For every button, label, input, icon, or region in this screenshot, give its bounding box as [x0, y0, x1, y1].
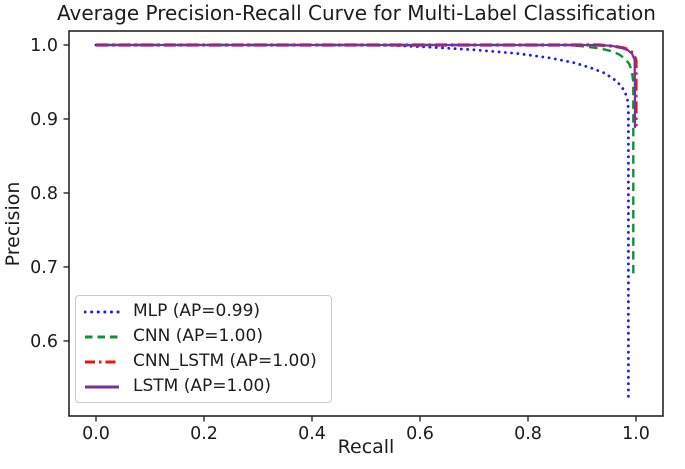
- mlp-line-icon: [84, 310, 120, 313]
- curve-lstm: [96, 43, 637, 128]
- y-tick-label: 0.9: [30, 110, 58, 130]
- chart-title: Average Precision-Recall Curve for Multi…: [57, 1, 656, 25]
- legend-label: MLP (AP=0.99): [133, 301, 261, 321]
- x-tick-label: 0.0: [82, 424, 110, 444]
- cnn-lstm-line-icon: [85, 360, 119, 363]
- legend-item-mlp: MLP (AP=0.99): [84, 299, 323, 324]
- x-tick-label: 0.4: [298, 424, 326, 444]
- cnn-line-icon: [85, 335, 119, 338]
- x-axis-label: Recall: [337, 436, 395, 458]
- legend-label: CNN (AP=1.00): [133, 326, 263, 346]
- x-tick-label: 1.0: [622, 424, 650, 444]
- y-tick-label: 0.8: [30, 184, 58, 204]
- legend-item-lstm: LSTM (AP=1.00): [84, 374, 323, 399]
- x-tick-label: 0.2: [190, 424, 218, 444]
- curve-cnn: [96, 43, 635, 278]
- y-axis-label: Precision: [2, 181, 24, 267]
- legend-label: LSTM (AP=1.00): [133, 376, 271, 396]
- legend-item-cnn-lstm: CNN_LSTM (AP=1.00): [84, 349, 323, 374]
- curve-mlp: [94, 43, 630, 399]
- legend-item-cnn: CNN (AP=1.00): [84, 324, 323, 349]
- lstm-line-icon: [85, 385, 119, 388]
- x-tick-label: 0.6: [406, 424, 434, 444]
- y-tick-label: 0.6: [30, 332, 58, 352]
- legend-label: CNN_LSTM (AP=1.00): [133, 351, 317, 371]
- y-tick-label: 1.0: [30, 36, 58, 56]
- y-tick-label: 0.7: [30, 258, 58, 278]
- x-tick-label: 0.8: [514, 424, 542, 444]
- legend-box: MLP (AP=0.99) CNN (AP=1.00) CNN_LSTM (AP=1…: [75, 295, 332, 403]
